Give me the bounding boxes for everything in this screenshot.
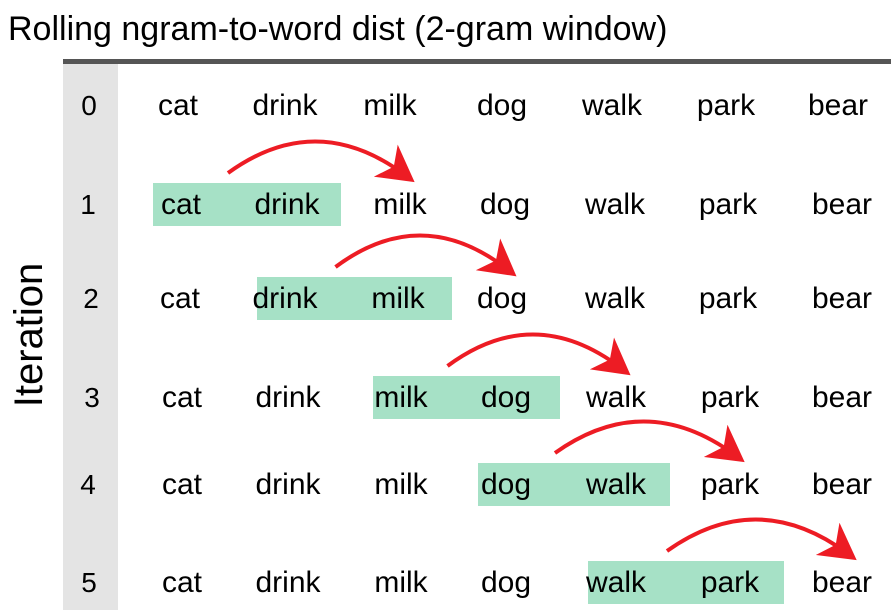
word-token: walk [581,89,643,122]
word-token: park [701,468,760,501]
word-token: milk [363,89,417,122]
word-token: drink [254,188,320,221]
arrow-to-next-word [334,233,517,277]
word-token: milk [374,566,428,599]
word-token: park [701,381,760,414]
word-token: milk [374,381,428,414]
word-token: bear [812,188,872,221]
iteration-row: 2 cat drink milk dog walk park bear [83,233,872,320]
word-token: bear [812,468,872,501]
iteration-row: 0 cat drink milk dog walk park bear [81,89,868,122]
arrow-to-next-word [665,517,857,561]
y-axis-label: Iteration [7,263,51,408]
iteration-row: 1 cat drink milk dog walk park bear [80,139,872,226]
ngram-window-highlight [373,376,560,419]
word-token: cat [160,282,201,315]
ngram-window-highlight [257,277,452,320]
word-token: milk [373,188,427,221]
word-token: cat [162,381,203,414]
word-token: dog [480,188,530,221]
arrow-to-next-word [553,419,745,463]
word-token: bear [812,566,872,599]
word-token: walk [584,188,646,221]
word-token: drink [255,381,321,414]
diagram-title: Rolling ngram-to-word dist (2-gram windo… [8,10,667,48]
word-token: park [697,89,756,122]
word-token: cat [162,566,203,599]
word-token: drink [252,282,318,315]
iteration-row: 4 cat drink milk dog walk park bear [80,419,872,506]
word-token: dog [481,566,531,599]
iteration-row: 5 cat drink milk dog walk park bear [81,517,872,604]
word-token: milk [374,468,428,501]
iteration-number: 3 [84,382,100,413]
iteration-number: 2 [83,283,99,314]
word-token: drink [252,89,318,122]
word-token: walk [584,282,646,315]
word-token: cat [158,89,199,122]
word-token: dog [481,381,531,414]
word-token: cat [161,188,202,221]
ngram-window-highlight [478,463,670,506]
index-column [63,63,118,610]
word-token: dog [477,89,527,122]
word-token: bear [812,381,872,414]
word-token: cat [162,468,203,501]
iteration-number: 4 [80,469,96,500]
word-token: bear [812,282,872,315]
word-token: park [701,566,760,599]
word-token: drink [255,468,321,501]
word-token: walk [585,566,647,599]
iteration-number: 1 [80,189,96,220]
iteration-row: 3 cat drink milk dog walk park bear [84,332,872,419]
word-token: park [699,282,758,315]
word-token: walk [585,381,647,414]
iteration-number: 5 [81,567,97,598]
ngram-window-highlight [588,561,784,604]
word-token: park [699,188,758,221]
word-token: dog [481,468,531,501]
word-token: dog [477,282,527,315]
word-token: bear [808,89,868,122]
iteration-number: 0 [81,90,97,121]
ngram-window-highlight [153,183,341,226]
arrow-to-next-word [226,139,415,183]
arrow-to-next-word [446,332,631,376]
word-token: walk [585,468,647,501]
word-token: milk [371,282,425,315]
top-rule [63,59,891,64]
word-token: drink [255,566,321,599]
